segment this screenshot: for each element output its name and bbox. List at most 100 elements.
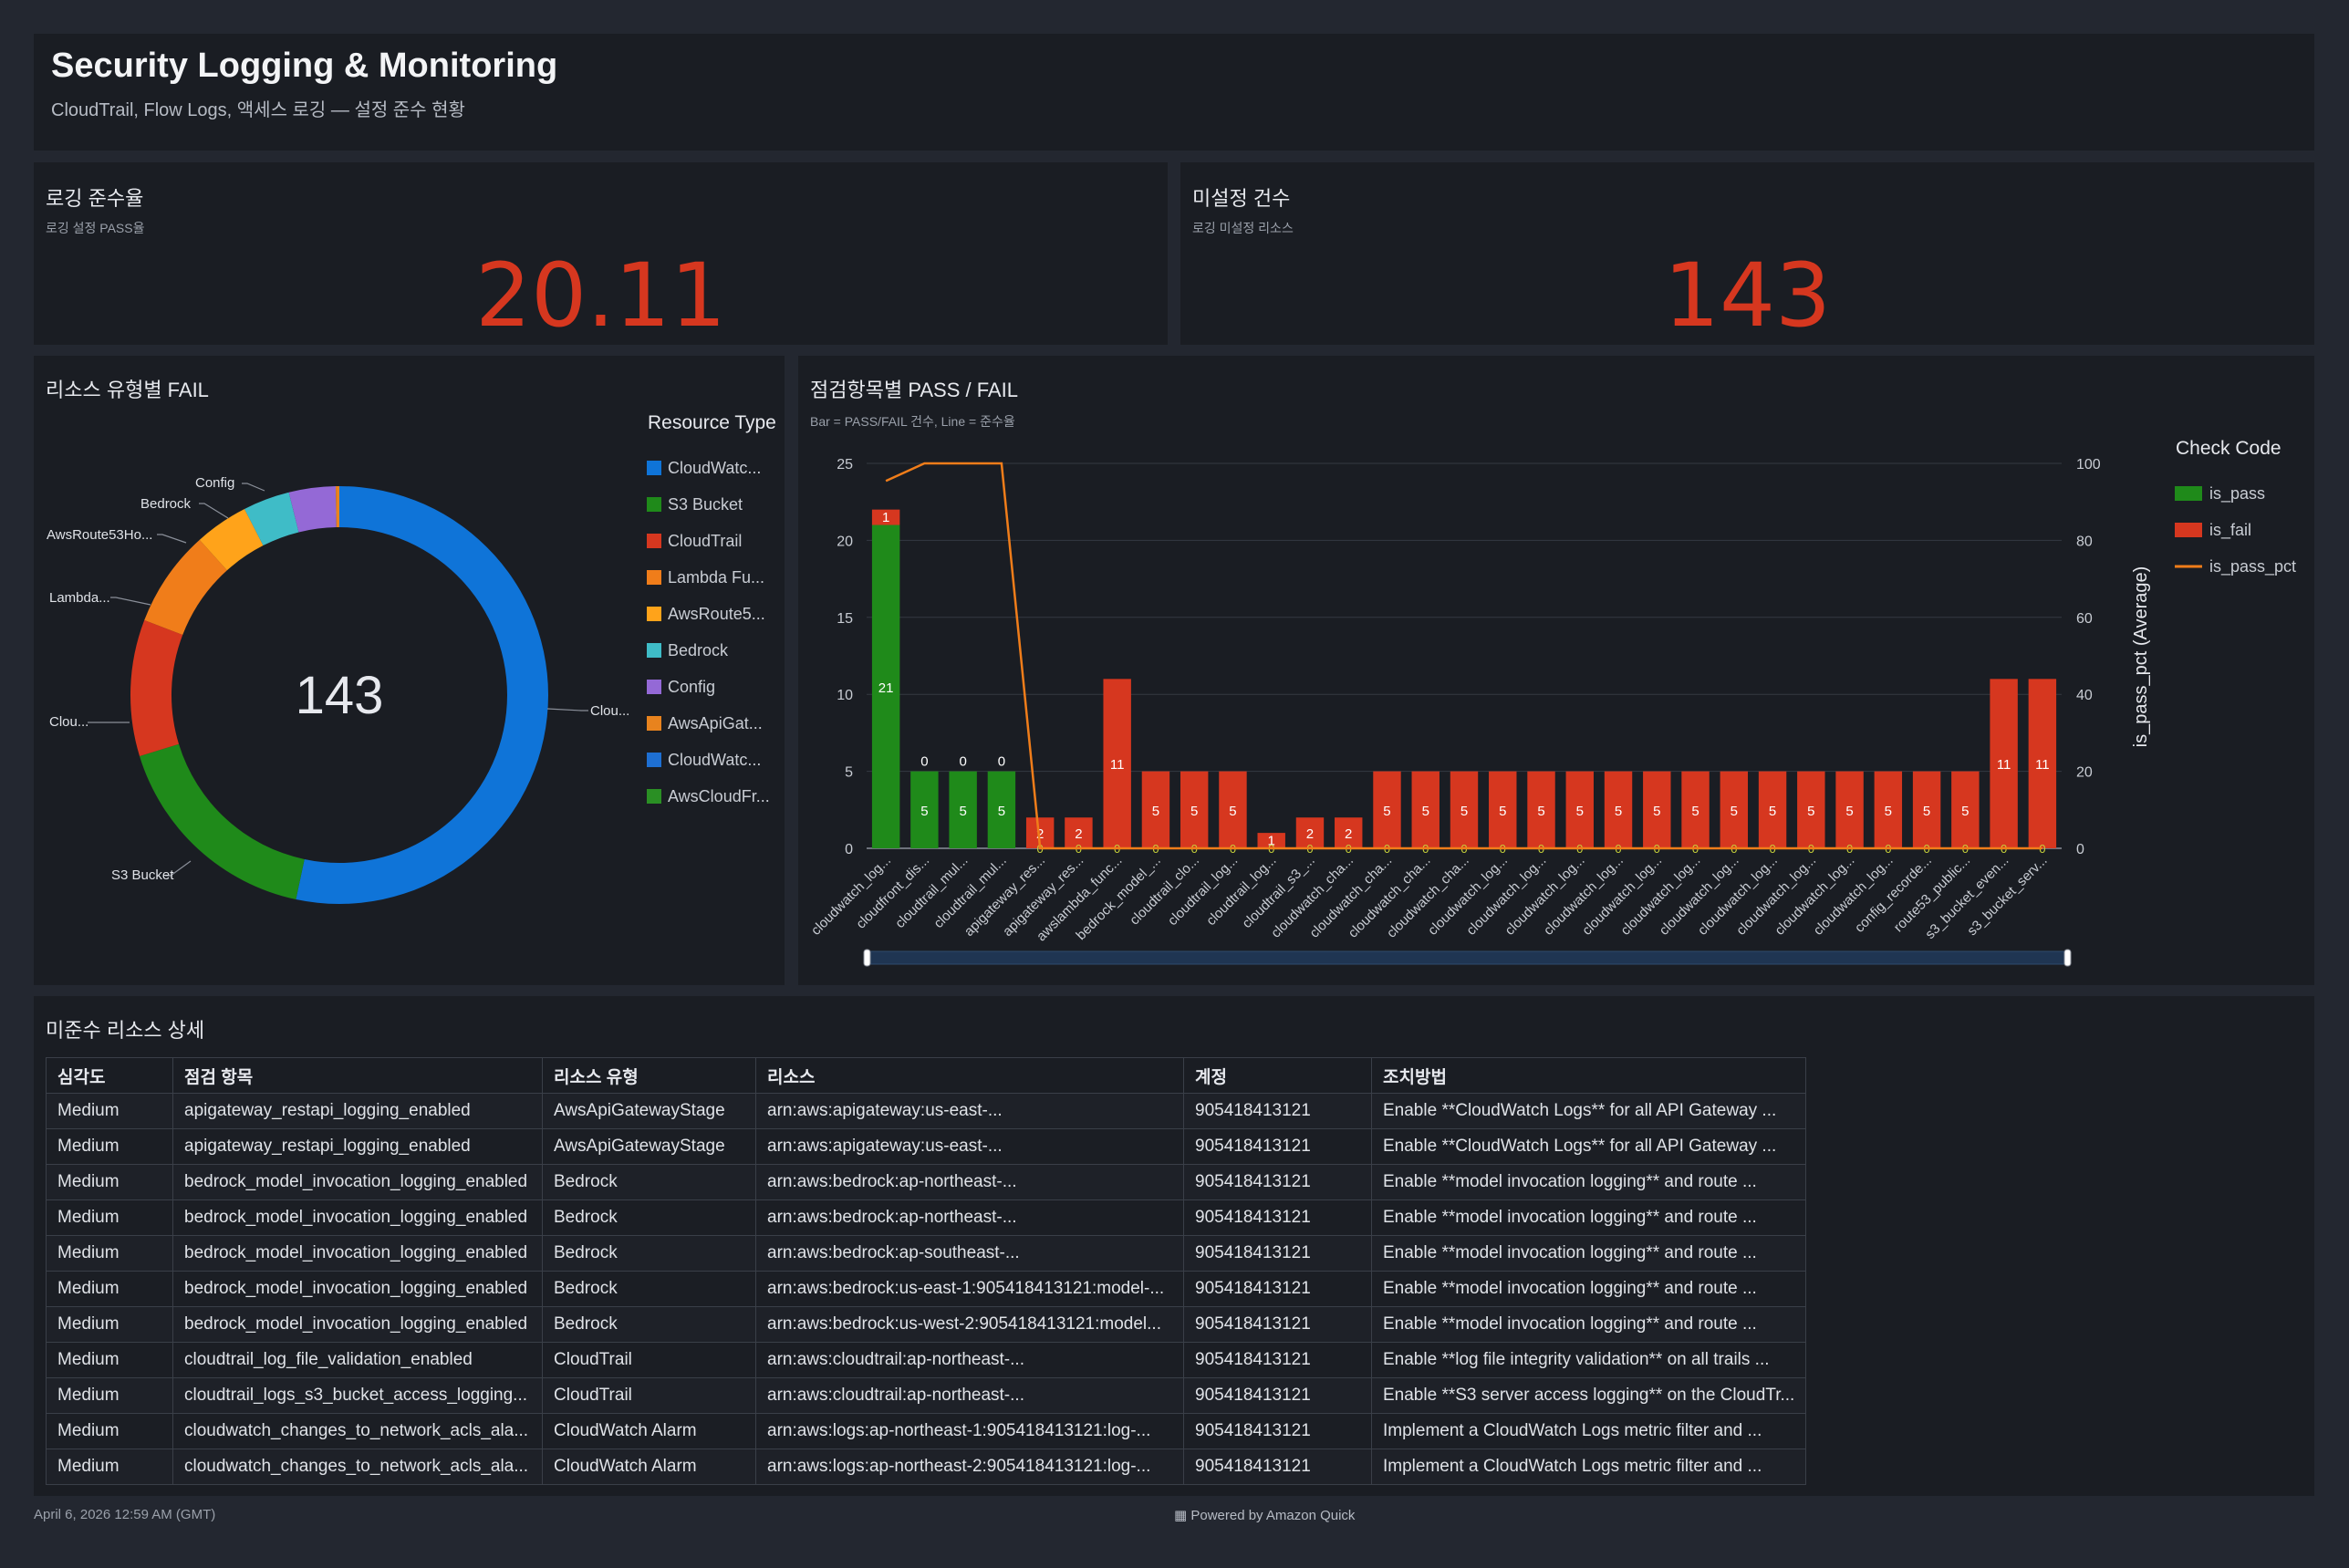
bar-fail[interactable]	[1180, 771, 1209, 848]
legend-swatch[interactable]	[2175, 523, 2202, 537]
legend-swatch[interactable]	[647, 570, 661, 585]
bar-legend-item[interactable]: is_fail	[2209, 521, 2251, 540]
column-header[interactable]: 리소스 유형	[542, 1057, 756, 1094]
donut-legend-item[interactable]: AwsApiGat...	[668, 714, 763, 732]
table-row[interactable]: Medium cloudtrail_log_file_validation_ena…	[46, 1342, 1807, 1378]
legend-swatch[interactable]	[647, 753, 661, 767]
bar-legend-item[interactable]: is_pass	[2209, 484, 2265, 504]
bar-fail[interactable]	[1951, 771, 1980, 848]
donut-legend-item[interactable]: Config	[668, 678, 715, 696]
bar-fail[interactable]	[1450, 771, 1479, 848]
donut-slice-label: AwsRoute53Ho...	[47, 527, 152, 543]
table-row[interactable]: Medium bedrock_model_invocation_logging_e…	[46, 1271, 1807, 1307]
donut-legend-item[interactable]: CloudWatc...	[668, 459, 761, 477]
legend-swatch[interactable]	[2175, 486, 2202, 501]
bar-fail[interactable]	[1565, 771, 1594, 848]
legend-swatch[interactable]	[647, 789, 661, 804]
donut-slice[interactable]	[130, 619, 183, 756]
donut-chart[interactable]: 143 Clou... S3 Bucket Clou... Lambda... AwsRo…	[34, 356, 785, 985]
column-header[interactable]: 점검 항목	[172, 1057, 543, 1094]
bar-chart-panel[interactable]: 점검항목별 PASS / FAIL Bar = PASS/FAIL 건수, Li…	[798, 356, 2314, 985]
bar-chart-subtitle: Bar = PASS/FAIL 건수, Line = 준수율	[810, 414, 1015, 429]
table-cell: arn:aws:bedrock:ap-northeast-...	[755, 1199, 1184, 1236]
bar-fail[interactable]	[1411, 771, 1440, 848]
donut-slice[interactable]	[288, 486, 337, 533]
table-row[interactable]: Medium apigateway_restapi_logging_enabled…	[46, 1128, 1807, 1165]
column-header[interactable]: 심각도	[46, 1057, 173, 1094]
donut-slice[interactable]	[140, 743, 305, 899]
bar-chart[interactable]: 0510152025020406080100211cloudwatch_log.…	[798, 356, 2314, 985]
donut-slice[interactable]	[296, 486, 548, 904]
donut-slice[interactable]	[244, 492, 299, 546]
bar-fail[interactable]	[1489, 771, 1517, 848]
donut-legend-item[interactable]: CloudWatc...	[668, 751, 761, 769]
donut-chart-panel[interactable]: 리소스 유형별 FAIL 143 Clou... S3 Bucket Clou... L…	[34, 356, 785, 985]
bar-fail[interactable]	[1373, 771, 1401, 848]
bar-pass[interactable]	[987, 771, 1016, 848]
line-pass-pct[interactable]	[885, 462, 2042, 850]
bar-fail[interactable]	[1720, 771, 1749, 848]
legend-swatch[interactable]	[647, 716, 661, 731]
donut-slice[interactable]	[144, 539, 227, 636]
bar-fail[interactable]	[1335, 817, 1363, 848]
table-row[interactable]: Medium bedrock_model_invocation_logging_e…	[46, 1235, 1807, 1272]
bar-fail[interactable]	[1103, 679, 1131, 848]
bar-fail[interactable]	[1874, 771, 1903, 848]
table-row[interactable]: Medium bedrock_model_invocation_logging_e…	[46, 1306, 1807, 1343]
donut-legend-item[interactable]: Lambda Fu...	[668, 568, 764, 587]
legend-swatch[interactable]	[647, 607, 661, 621]
table-row[interactable]: Medium bedrock_model_invocation_logging_e…	[46, 1199, 1807, 1236]
donut-slice[interactable]	[199, 508, 264, 571]
column-header[interactable]: 리소스	[755, 1057, 1184, 1094]
scrollbar-left-handle[interactable]	[863, 949, 871, 967]
bar-fail[interactable]	[871, 509, 900, 525]
kpi-compliance-card[interactable]: 로깅 준수율 로깅 설정 PASS율 20.11	[34, 162, 1168, 347]
donut-legend-item[interactable]: CloudTrail	[668, 532, 742, 550]
bar-fail[interactable]	[1681, 771, 1710, 848]
donut-legend-item[interactable]: AwsCloudFr...	[668, 787, 770, 805]
bar-fail[interactable]	[1912, 771, 1941, 848]
bar-fail[interactable]	[1219, 771, 1247, 848]
table-cell: Bedrock	[542, 1235, 756, 1272]
table-row[interactable]: Medium cloudwatch_changes_to_network_acls…	[46, 1449, 1807, 1485]
donut-legend-item[interactable]: S3 Bucket	[668, 495, 743, 514]
column-header[interactable]: 계정	[1183, 1057, 1372, 1094]
y2-tick-label: 20	[2076, 765, 2093, 781]
bar-pass[interactable]	[949, 771, 977, 848]
bar-fail[interactable]	[1141, 771, 1170, 848]
bar-pass[interactable]	[910, 771, 939, 848]
bar-fail[interactable]	[1990, 679, 2018, 848]
legend-swatch[interactable]	[647, 643, 661, 658]
bar-fail[interactable]	[1257, 833, 1285, 848]
bar-fail[interactable]	[1758, 771, 1787, 848]
donut-legend-item[interactable]: AwsRoute5...	[668, 605, 765, 623]
bar-legend-item[interactable]: is_pass_pct	[2209, 557, 2296, 576]
bar-fail[interactable]	[1604, 771, 1633, 848]
bar-fail-label: 5	[1691, 804, 1699, 819]
bar-pass[interactable]	[871, 524, 900, 848]
legend-swatch[interactable]	[647, 680, 661, 694]
donut-slice[interactable]	[336, 486, 339, 528]
bar-fail[interactable]	[1295, 817, 1325, 848]
bar-fail[interactable]	[2028, 679, 2057, 848]
bar-fail[interactable]	[1835, 771, 1864, 848]
column-header[interactable]: 조치방법	[1370, 1057, 1807, 1094]
table-row[interactable]: Medium cloudwatch_changes_to_network_acls…	[46, 1413, 1807, 1449]
legend-swatch[interactable]	[647, 497, 661, 512]
bar-fail[interactable]	[1643, 771, 1671, 848]
table-row[interactable]: Medium bedrock_model_invocation_logging_e…	[46, 1164, 1807, 1200]
bar-fail[interactable]	[1797, 771, 1825, 848]
table-row[interactable]: Medium apigateway_restapi_logging_enabled…	[46, 1093, 1807, 1129]
legend-swatch[interactable]	[647, 461, 661, 475]
table-cell: Enable **CloudWatch Logs** for all API G…	[1370, 1128, 1807, 1165]
legend-swatch[interactable]	[647, 534, 661, 548]
bar-fail[interactable]	[1065, 817, 1093, 848]
donut-legend-title: Resource Type	[648, 412, 776, 433]
table-row[interactable]: Medium cloudtrail_logs_s3_bucket_access_l…	[46, 1377, 1807, 1414]
bar-fail[interactable]	[1527, 771, 1555, 848]
kpi-missing-card[interactable]: 미설정 건수 로깅 미설정 리소스 143	[1180, 162, 2314, 347]
scrollbar-right-handle[interactable]	[2063, 949, 2072, 967]
bar-pass-label: 5	[998, 804, 1005, 819]
donut-legend-item[interactable]: Bedrock	[668, 641, 729, 659]
chart-scrollbar-track[interactable]	[867, 950, 2068, 965]
